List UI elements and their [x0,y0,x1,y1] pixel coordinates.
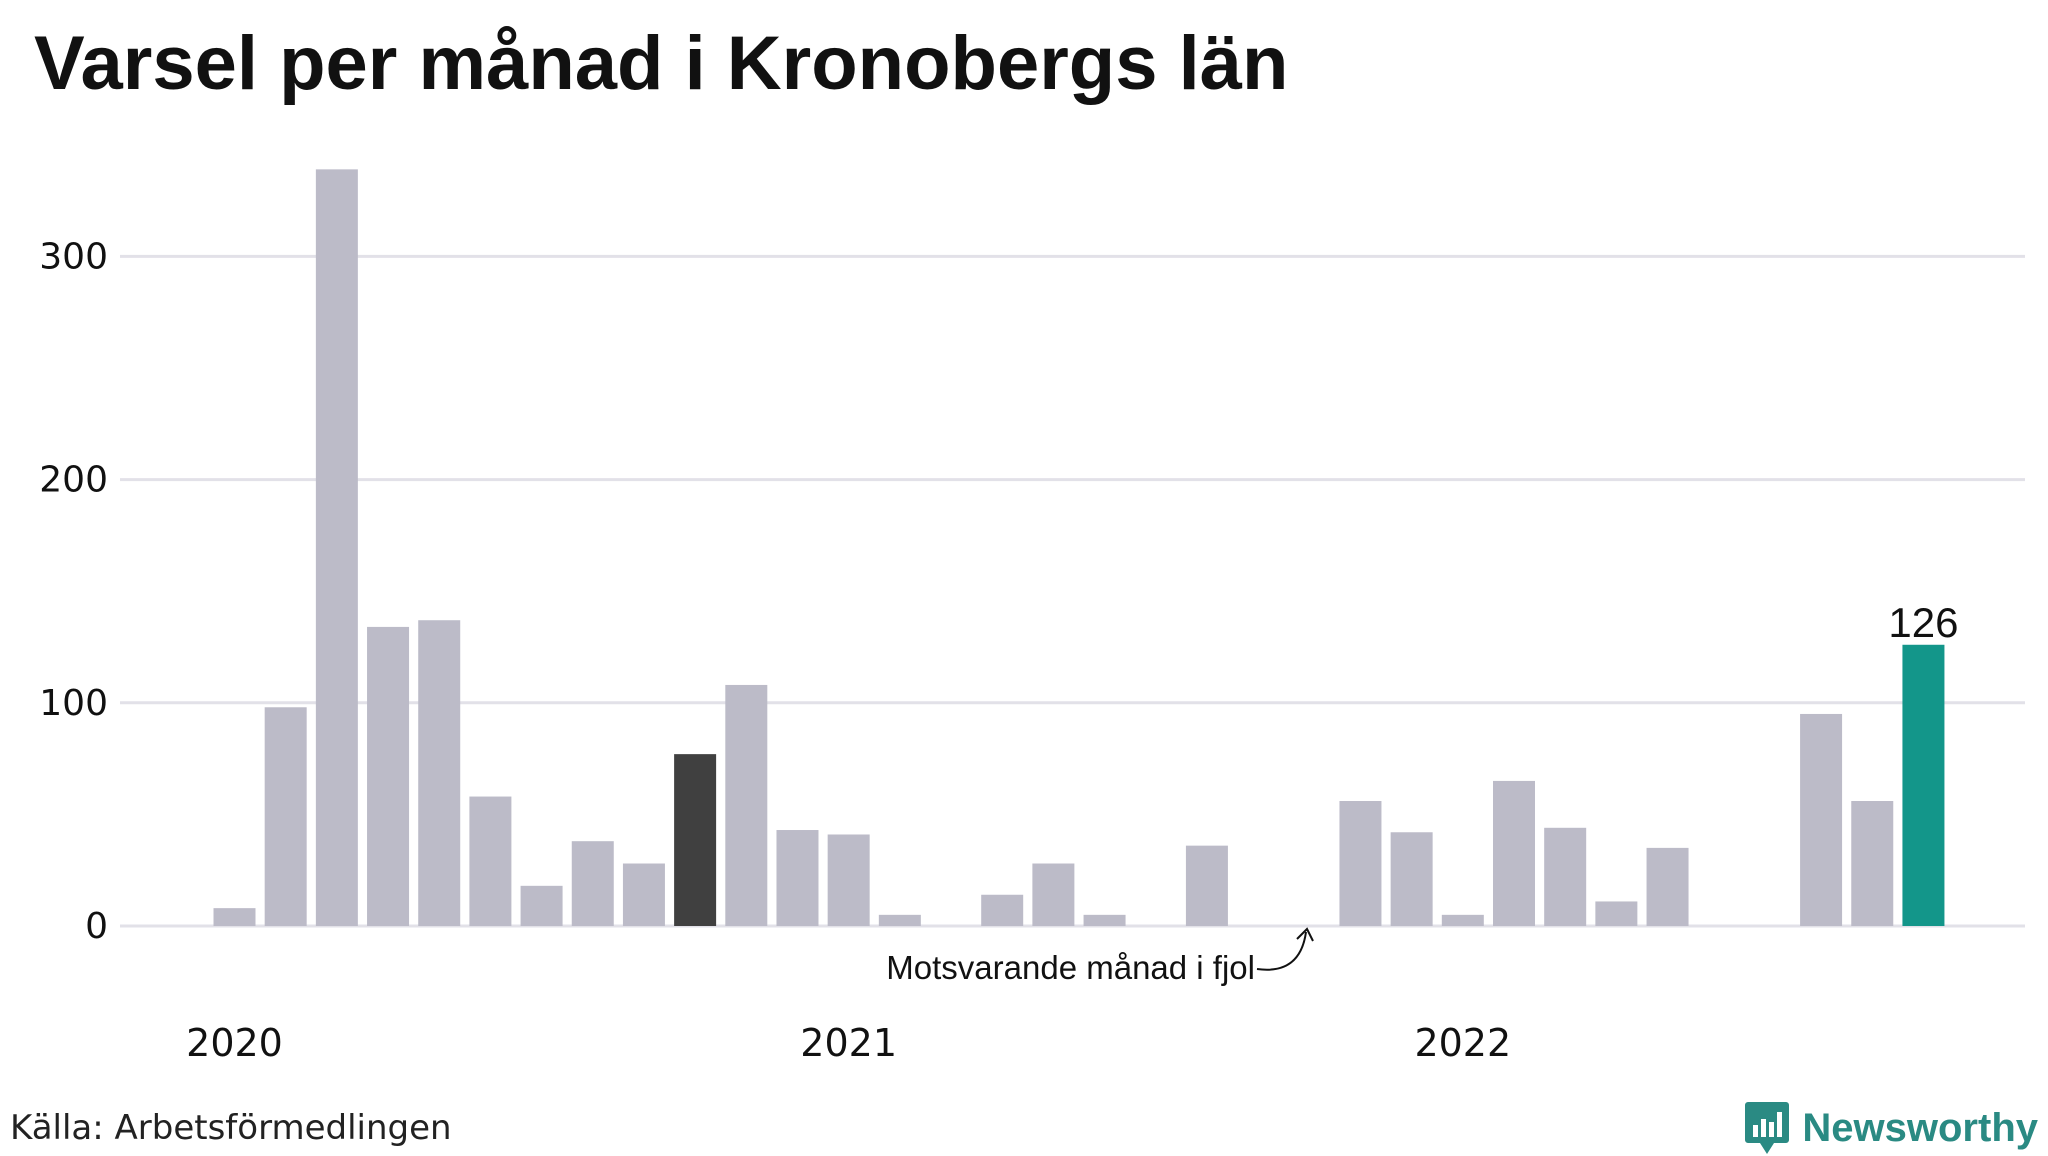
annotation-arrow [1256,931,1307,971]
bar [418,620,461,926]
x-tick-label: 2021 [800,1021,897,1065]
bar [674,754,717,926]
bar [725,684,768,926]
bar [1800,713,1843,926]
brand-name: Newsworthy [1802,1105,2038,1150]
bar [213,908,256,926]
bar [1851,801,1894,926]
bar [981,894,1024,926]
bar [1390,832,1433,926]
bar [622,863,665,926]
y-tick-label: 300 [39,236,108,277]
annotation-arrowhead [1296,927,1314,942]
bar [367,626,410,926]
bar [571,841,614,926]
y-tick-label: 200 [39,460,108,501]
annotation: Motsvarande månad i fjol [886,927,1314,986]
x-tick-label: 2022 [1414,1021,1511,1065]
bar [1544,827,1587,926]
y-tick-label: 100 [39,683,108,724]
newsworthy-logo-icon [1745,1102,1790,1154]
bar [1083,914,1126,926]
y-tick-label: 0 [85,906,108,947]
bar [1032,863,1075,926]
annotation-text: Motsvarande månad i fjol [886,949,1255,986]
brand-logo: Newsworthy [1744,1100,2038,1156]
bar [1441,914,1484,926]
bar [1493,780,1535,926]
current-value-label: 126 [1888,599,1958,646]
bar [1646,847,1689,926]
bar [1902,644,1945,926]
bar [1595,901,1638,926]
bar [1339,801,1382,926]
bars [213,169,1945,927]
bar [776,830,819,926]
y-axis: 0 100 200 300 [39,236,108,947]
chart-title: Varsel per månad i Kronobergs län [34,21,1289,106]
bar [315,169,358,927]
bar [469,796,512,926]
bar [264,707,307,926]
bar [827,834,870,926]
bar [878,914,921,926]
bar [1185,845,1228,926]
bar [520,885,563,926]
x-axis: 2020 2021 2022 [186,1021,1511,1065]
x-tick-label: 2020 [186,1021,283,1065]
source-credit: Källa: Arbetsförmedlingen [10,1108,452,1148]
